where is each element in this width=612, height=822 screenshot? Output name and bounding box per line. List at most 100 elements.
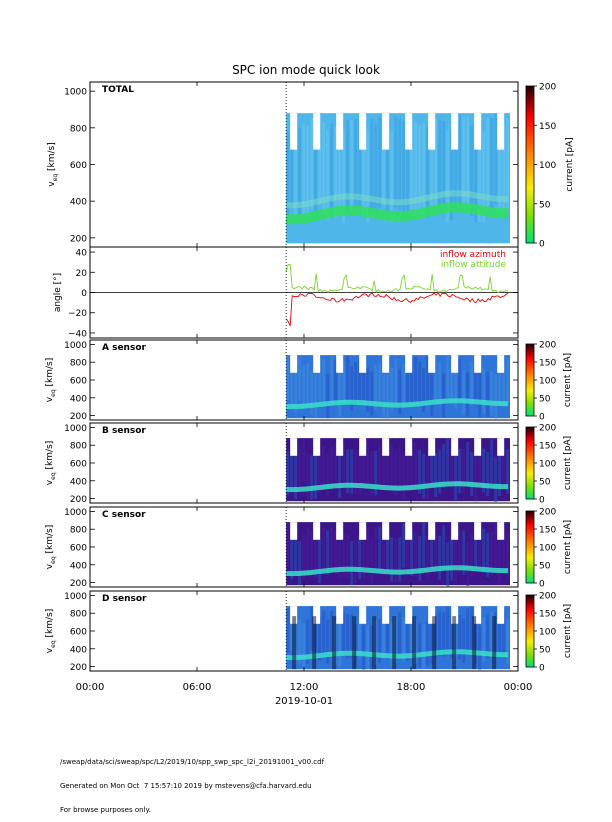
colorbar-label: current [pA] [563, 520, 573, 574]
spectrogram-column [498, 360, 502, 405]
spectrogram-column [290, 447, 294, 492]
spectrogram-column [402, 363, 406, 408]
y-tick-label: −20 [68, 309, 87, 319]
colorbar-gradient [525, 510, 535, 584]
colorbar-tick-label: 200 [539, 424, 556, 434]
spectrogram-column [410, 531, 414, 576]
data-gap [451, 113, 459, 150]
spectrogram-column [430, 440, 434, 485]
data-gap [336, 606, 344, 624]
colorbar-gradient [525, 426, 535, 500]
spectrogram-column [314, 454, 318, 499]
spectrogram-column [342, 611, 346, 656]
data-gap [405, 113, 413, 150]
panel-name: TOTAL [102, 85, 134, 95]
spectrogram-column [458, 449, 462, 494]
footer-file: /sweap/data/sci/sweap/spc/L2/2019/10/spp… [60, 758, 325, 766]
spectrogram-column [450, 444, 454, 489]
spectrogram-column [286, 131, 290, 223]
spectrogram-column [310, 530, 314, 575]
spectrogram-column [310, 370, 314, 416]
spectrogram-column [358, 359, 362, 404]
dark-column [412, 616, 417, 670]
spectrogram-column [386, 374, 390, 419]
spectrogram-column [362, 124, 366, 216]
spectrogram-column [418, 623, 422, 668]
spectrogram-column [458, 614, 462, 660]
x-tick-label: 00:00 [504, 682, 533, 693]
proton-beam-band [286, 565, 509, 577]
panel-a-sensor: A sensor veq [km/s] 0 50 100 150 200 current [p… [45, 339, 573, 423]
spectrogram-column [342, 532, 346, 578]
spectrogram-column [366, 527, 370, 573]
spectrogram-column [462, 117, 466, 209]
spectrogram-column [434, 118, 438, 210]
spectrogram-column [494, 374, 498, 419]
spectrogram-column [322, 610, 326, 655]
colorbar-label: current [pA] [563, 436, 573, 490]
spectrogram-column [426, 455, 430, 500]
spectrogram-column [342, 360, 346, 405]
spectrogram-column [366, 440, 370, 485]
y-tick-label: 200 [70, 234, 87, 244]
spectrogram-column [502, 361, 506, 406]
spectrogram-column [450, 359, 454, 404]
spectrogram-column [370, 538, 374, 584]
spectrogram-column [342, 443, 346, 488]
spectrogram-column [418, 536, 422, 581]
spectrogram-column [462, 618, 466, 663]
colorbar-tick-label: 200 [539, 341, 556, 351]
spectrogram-column [322, 528, 326, 573]
spectrogram-column [474, 524, 478, 569]
spectrogram-column [366, 367, 370, 412]
spectrogram-column [398, 537, 402, 582]
y-tick-label: 1000 [64, 88, 87, 98]
spectrogram-column [334, 126, 338, 219]
spectrogram-column [374, 123, 378, 215]
y-tick-label: 200 [70, 579, 87, 589]
spectrogram-column [450, 129, 454, 221]
spectrogram-column [490, 439, 494, 484]
spectrogram-column [354, 538, 358, 583]
spectrogram-column [330, 611, 334, 656]
spectrogram-column [454, 539, 458, 585]
spectrogram-column [458, 358, 462, 403]
panel-c-sensor: C sensor veq [km/s] 0 50 100 150 200 current [p… [45, 506, 573, 590]
footer: /sweap/data/sci/sweap/spc/L2/2019/10/spp… [60, 742, 324, 822]
data-gap [428, 606, 436, 624]
x-tick-label: 06:00 [183, 682, 212, 693]
spectrogram-column [346, 534, 350, 579]
panel-name: A sensor [102, 343, 147, 353]
spectrogram-column [318, 358, 322, 404]
spectrogram-column [382, 524, 386, 570]
spectrogram-column [474, 131, 478, 223]
spectrogram-column [306, 363, 310, 408]
spectrogram-column [450, 614, 454, 659]
spectrogram-column [350, 449, 354, 494]
data-gap [336, 113, 344, 150]
data-gap [382, 606, 390, 624]
panel-total: TOTAL veq [km/s] 0 50 100 150 200 current [pA] 2… [47, 81, 575, 250]
data-gap [497, 355, 505, 373]
spectrogram-column [446, 355, 450, 400]
spectrogram-column [462, 448, 466, 493]
x-tick-label: 12:00 [290, 682, 319, 693]
data-gap [290, 113, 298, 150]
spectrogram-column [442, 120, 446, 213]
spectrogram-column [326, 619, 330, 664]
spectrogram-column [370, 118, 374, 210]
spectrogram-column [478, 625, 482, 670]
spectrogram-column [382, 609, 386, 654]
spectrogram-column [494, 522, 498, 567]
spectrogram-column [418, 362, 422, 407]
spectrogram-column [482, 131, 486, 223]
spectrogram-column [422, 453, 426, 498]
data-gap [474, 113, 482, 150]
spectrogram-column [326, 453, 330, 498]
panel-name: D sensor [102, 594, 147, 604]
spectrogram-column [322, 122, 326, 214]
y-tick-label: 0 [81, 289, 87, 299]
colorbar-tick-label: 0 [539, 580, 545, 590]
spectrogram-column [498, 451, 502, 496]
y-tick-label: 1000 [64, 592, 87, 602]
